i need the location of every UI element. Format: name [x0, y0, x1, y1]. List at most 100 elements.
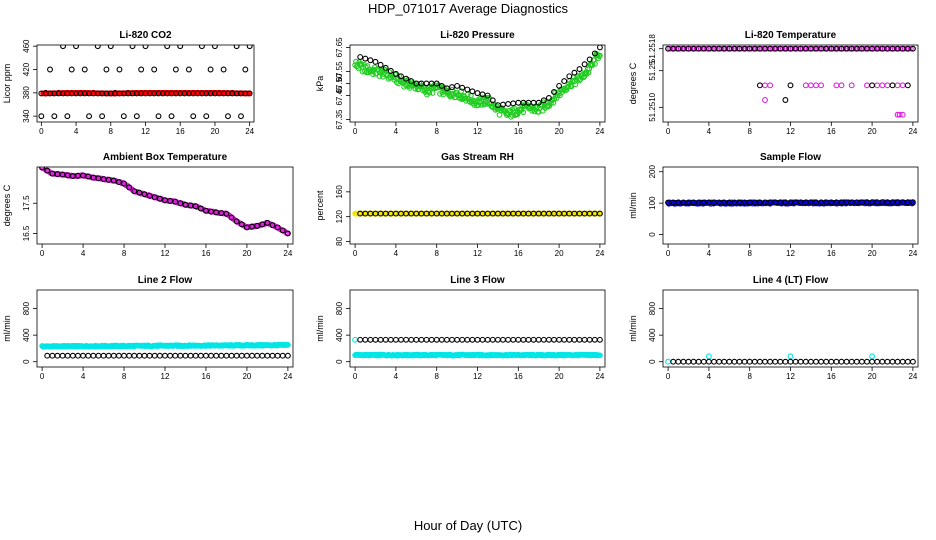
- x-tick-label: 24: [595, 127, 604, 136]
- data-point: [103, 66, 110, 73]
- data-point: [494, 336, 501, 343]
- y-tick-label: 51.2518: [648, 34, 657, 63]
- data-point: [362, 336, 369, 343]
- data-point: [802, 82, 809, 89]
- series-line-avg-low: [756, 82, 911, 103]
- data-point: [838, 82, 845, 89]
- x-tick-label: 0: [353, 372, 358, 381]
- chart-panel-temp: Li-820 Temperature degrees C 0 4 8 12 16 20 24 51…: [628, 30, 919, 136]
- data-point: [908, 45, 914, 52]
- data-point: [142, 45, 149, 50]
- data-point: [223, 210, 230, 217]
- data-point: [238, 352, 245, 359]
- data-point: [51, 113, 58, 120]
- data-point: [459, 336, 466, 343]
- data-point: [259, 221, 266, 228]
- data-point: [85, 352, 92, 359]
- data-point: [838, 358, 845, 365]
- chart-panel-ambient: Ambient Box Temperature degrees C 0 4 8 12 16 2…: [2, 152, 294, 258]
- data-point: [818, 358, 825, 365]
- data-point: [716, 358, 723, 365]
- data-point: [904, 358, 911, 365]
- data-point: [505, 101, 512, 107]
- data-point: [59, 352, 66, 359]
- data-point: [110, 177, 117, 184]
- x-tick-label: 12: [786, 249, 795, 258]
- data-point: [392, 336, 399, 343]
- y-tick-label: 67.50: [335, 73, 344, 94]
- series-sample-low: [762, 82, 906, 89]
- data-point: [403, 75, 410, 82]
- data-point: [246, 45, 253, 50]
- data-point: [510, 336, 517, 343]
- data-point: [185, 66, 192, 73]
- data-point: [896, 111, 903, 118]
- y-axis-label: degrees C: [2, 184, 12, 226]
- x-tick-label: 0: [40, 372, 45, 381]
- data-point: [561, 336, 568, 343]
- data-point: [44, 352, 51, 359]
- data-point: [551, 88, 557, 95]
- data-point: [172, 198, 179, 205]
- page-title: HDP_071017 Average Diagnostics: [368, 1, 568, 16]
- data-point: [571, 336, 578, 343]
- data-point: [540, 97, 547, 104]
- data-point: [233, 218, 240, 225]
- y-tick-label: 51.2510: [648, 92, 657, 121]
- data-point: [47, 66, 53, 73]
- data-point: [387, 336, 394, 343]
- y-tick-label: 460: [22, 39, 31, 53]
- data-point: [192, 203, 199, 210]
- x-tick-label: 4: [81, 249, 86, 258]
- y-axis-label: kPa: [315, 76, 325, 92]
- data-point: [848, 82, 855, 89]
- data-point: [38, 113, 45, 120]
- data-point: [377, 336, 384, 343]
- data-layer: [665, 45, 916, 118]
- data-point: [525, 336, 532, 343]
- data-point: [484, 336, 491, 343]
- data-point: [833, 82, 840, 89]
- data-point: [585, 69, 592, 76]
- data-point: [762, 97, 768, 103]
- y-tick-label: 800: [22, 301, 31, 315]
- chart-title: Li-820 Pressure: [440, 30, 515, 41]
- data-point: [243, 352, 250, 359]
- data-point: [535, 336, 542, 343]
- series-line-avg-high: [665, 45, 916, 52]
- data-point: [894, 82, 901, 89]
- data-point: [797, 358, 804, 365]
- data-point: [264, 219, 271, 226]
- data-point: [700, 358, 707, 365]
- data-point: [556, 336, 563, 343]
- chart-title: Li-820 CO2: [119, 30, 172, 41]
- x-tick-label: 20: [555, 249, 564, 258]
- x-tick-label: 0: [40, 249, 45, 258]
- data-point: [566, 73, 573, 80]
- data-point: [413, 336, 420, 343]
- x-tick-label: 0: [353, 127, 358, 136]
- series-line-avg: [38, 90, 253, 97]
- data-point: [203, 352, 209, 359]
- data-point: [233, 45, 240, 50]
- chart-panel-co2: Li-820 CO2 Licor ppm 0 4 8 12 16 20 24 340 380 420 4…: [2, 30, 255, 136]
- y-axis-label: ml/min: [2, 315, 12, 342]
- data-point: [721, 358, 728, 365]
- data-point: [772, 358, 779, 365]
- data-point: [889, 82, 896, 89]
- data-point: [182, 352, 189, 359]
- data-point: [54, 352, 61, 359]
- x-tick-label: 8: [122, 372, 127, 381]
- data-point: [203, 113, 210, 120]
- data-point: [44, 167, 51, 174]
- data-point: [116, 66, 123, 73]
- data-point: [403, 336, 410, 343]
- x-tick-label: 8: [434, 249, 439, 258]
- y-axis-label: ml/min: [315, 315, 325, 342]
- series-ref-levels: [38, 45, 253, 120]
- data-point: [909, 358, 916, 365]
- data-point: [198, 45, 205, 50]
- data-point: [372, 336, 379, 343]
- chart-panel-line2: Line 2 Flow ml/min 0 4 8 12 16 20 24 0 400 800: [2, 275, 294, 381]
- data-point: [423, 336, 430, 343]
